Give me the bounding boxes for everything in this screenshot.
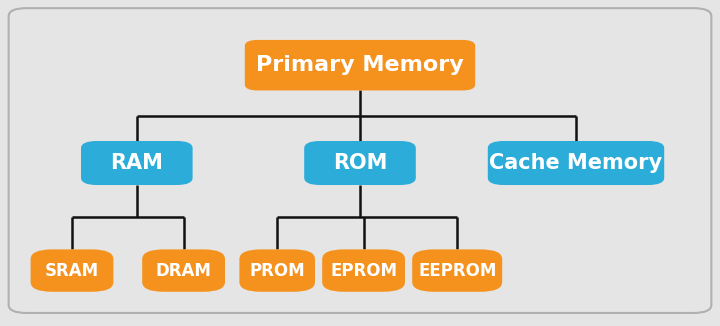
Text: SRAM: SRAM xyxy=(45,261,99,280)
FancyBboxPatch shape xyxy=(143,249,225,292)
FancyBboxPatch shape xyxy=(323,249,405,292)
Text: RAM: RAM xyxy=(110,153,163,173)
Text: Primary Memory: Primary Memory xyxy=(256,55,464,75)
FancyBboxPatch shape xyxy=(239,249,315,292)
FancyBboxPatch shape xyxy=(245,40,475,90)
FancyBboxPatch shape xyxy=(81,141,193,185)
Text: DRAM: DRAM xyxy=(156,261,212,280)
Text: ROM: ROM xyxy=(333,153,387,173)
Text: Cache Memory: Cache Memory xyxy=(490,153,662,173)
Text: EEPROM: EEPROM xyxy=(418,261,496,280)
FancyBboxPatch shape xyxy=(488,141,665,185)
Text: EPROM: EPROM xyxy=(330,261,397,280)
FancyBboxPatch shape xyxy=(30,249,114,292)
FancyBboxPatch shape xyxy=(412,249,503,292)
Text: PROM: PROM xyxy=(249,261,305,280)
FancyBboxPatch shape xyxy=(304,141,416,185)
